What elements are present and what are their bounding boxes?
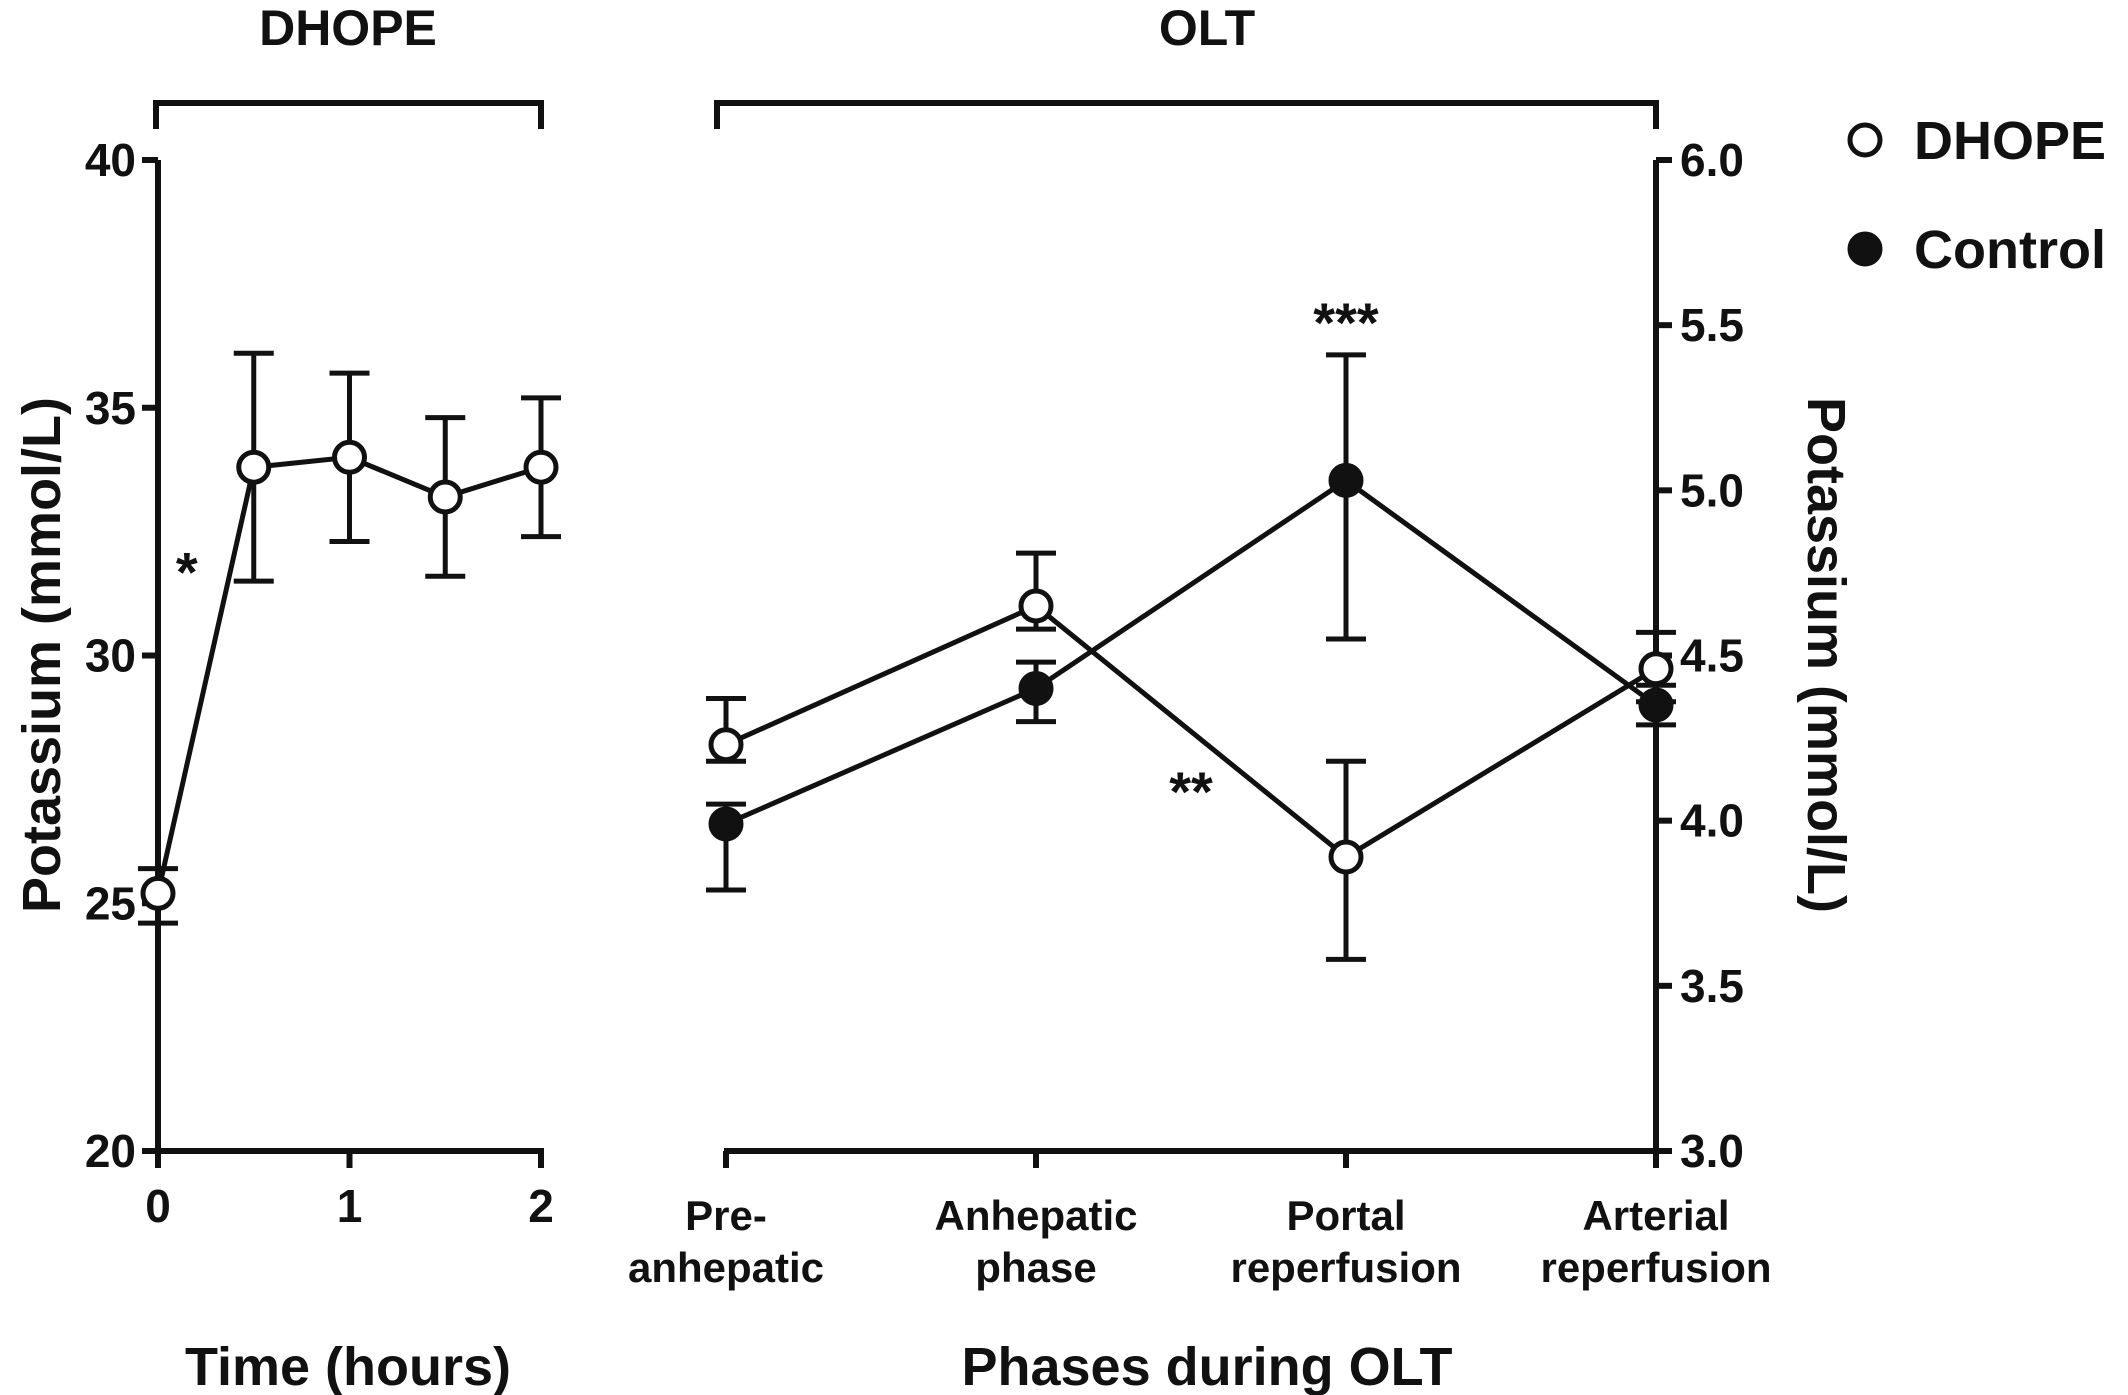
olt-significance-label: ** — [1169, 760, 1213, 823]
olt-dhope-data-point — [1018, 588, 1054, 624]
olt-control-series-line — [724, 477, 1658, 827]
legend-marker-dhope — [1847, 122, 1883, 158]
olt-control-data-point — [1018, 671, 1054, 707]
olt-control-data-point — [1638, 687, 1674, 723]
dhope-data-point — [332, 439, 367, 475]
dhope-y-tick-label: 40 — [85, 134, 136, 186]
dhope-x-tick-label: 0 — [145, 1180, 171, 1232]
olt-category-label: anhepatic — [628, 1244, 824, 1291]
dhope-panel: DHOPE 20 25 30 35 40 0 1 2 * Potassium (mmol/L… — [12, 0, 561, 1395]
olt-y-tick-label: 3.5 — [1680, 960, 1744, 1012]
dhope-y-tick-label: 20 — [85, 1125, 136, 1177]
olt-panel: OLT 3.0 3.5 4.0 4.5 5.0 5.5 6.0 Pre-anhepatic A… — [628, 0, 1856, 1395]
olt-significance-label: *** — [1313, 291, 1379, 354]
olt-y-axis-label: Potassium (mmol/L) — [1796, 397, 1856, 913]
legend-label: Control — [1914, 220, 2106, 280]
dhope-data-point — [427, 479, 463, 515]
dhope-data-point — [523, 449, 559, 485]
legend: DHOPE Control — [1847, 111, 2106, 280]
dhope-panel-title: DHOPE — [259, 0, 437, 56]
olt-y-tick-label: 3.0 — [1680, 1125, 1744, 1177]
dhope-significance-label: * — [176, 540, 198, 603]
olt-control-data-point — [1328, 462, 1364, 498]
olt-control-data-point — [708, 806, 744, 842]
dhope-x-tick-label: 2 — [528, 1180, 554, 1232]
olt-category-label: phase — [975, 1244, 1096, 1291]
dhope-panel-bracket — [153, 100, 544, 129]
olt-category-label: Portal — [1286, 1192, 1405, 1239]
olt-y-tick-label: 6.0 — [1680, 134, 1744, 186]
olt-y-tick-label: 4.0 — [1680, 795, 1744, 847]
dhope-data-point — [140, 875, 176, 911]
olt-category-label: Anhepatic — [934, 1192, 1137, 1239]
dhope-y-tick-label: 35 — [85, 382, 136, 434]
olt-y-tick-label: 5.0 — [1680, 464, 1744, 516]
dhope-y-axis-label: Potassium (mmol/L) — [12, 397, 72, 913]
olt-dhope-data-point — [1638, 651, 1674, 687]
olt-dhope-data-point — [1328, 839, 1364, 875]
olt-dhope-series-line — [724, 603, 1658, 861]
legend-label: DHOPE — [1914, 111, 2106, 171]
dhope-data-point — [236, 449, 272, 485]
olt-category-label: Arterial — [1582, 1192, 1729, 1239]
olt-panel-bracket — [714, 100, 1659, 129]
olt-y-tick-label: 4.5 — [1680, 630, 1744, 682]
olt-y-tick-label: 5.5 — [1680, 299, 1744, 351]
olt-x-axis-label: Phases during OLT — [961, 1337, 1452, 1395]
olt-category-label: reperfusion — [1540, 1244, 1771, 1291]
dhope-y-tick-label: 25 — [85, 877, 136, 929]
olt-category-label: Pre- — [685, 1192, 767, 1239]
legend-marker-control — [1847, 231, 1883, 267]
dhope-x-tick-label: 1 — [337, 1180, 363, 1232]
olt-dhope-data-point — [708, 727, 744, 763]
olt-panel-title: OLT — [1159, 0, 1255, 56]
dhope-x-axis-label: Time (hours) — [185, 1337, 511, 1395]
olt-category-label: reperfusion — [1230, 1244, 1461, 1291]
dhope-y-tick-label: 30 — [85, 630, 136, 682]
